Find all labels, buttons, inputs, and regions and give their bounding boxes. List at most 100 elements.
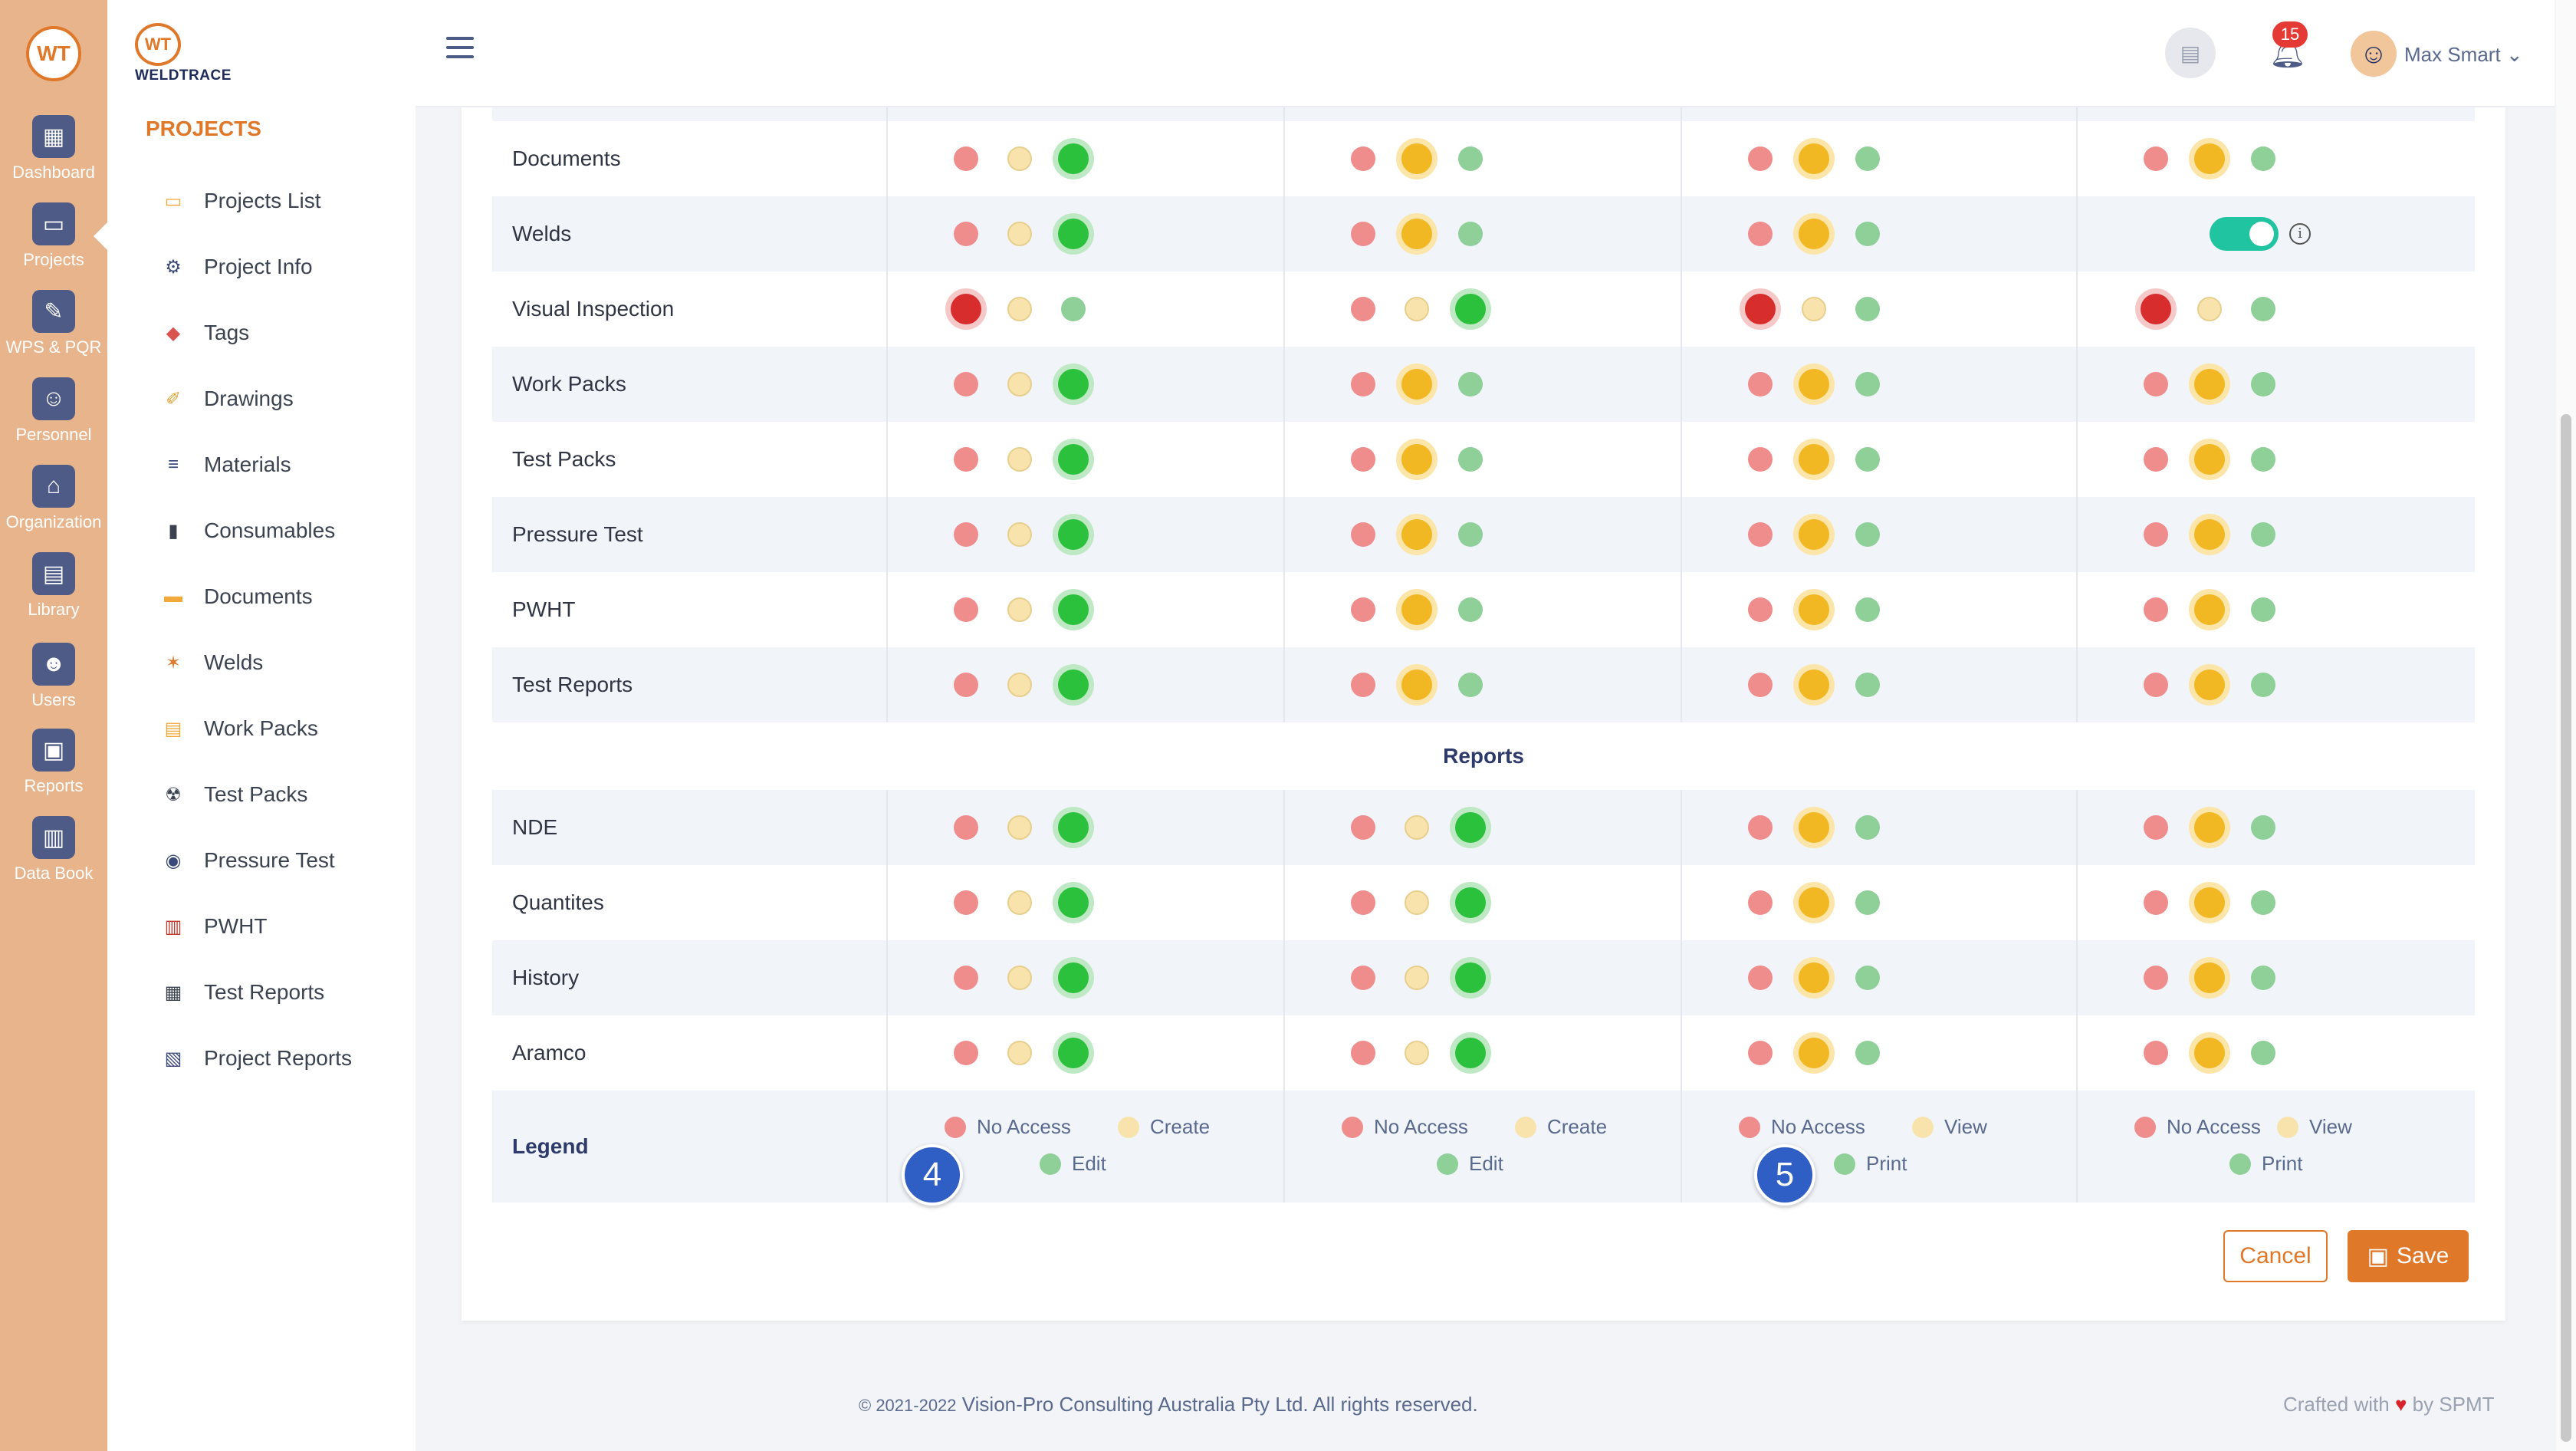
permission-option-no-access[interactable] <box>1336 282 1390 336</box>
permission-option-edit-print[interactable] <box>2236 282 2290 336</box>
save-button[interactable]: ▣ Save <box>2348 1230 2469 1282</box>
permission-option-edit-print[interactable] <box>1841 357 1894 411</box>
rail-item-reports[interactable]: ▣ Reports <box>0 729 107 796</box>
permission-option-no-access[interactable] <box>2129 508 2183 561</box>
permission-option-create-view[interactable] <box>1787 583 1841 637</box>
permission-option-no-access[interactable] <box>2129 357 2183 411</box>
permission-option-no-access[interactable] <box>939 282 993 336</box>
permission-option-create-view[interactable] <box>1390 132 1444 186</box>
permission-option-no-access[interactable] <box>1336 876 1390 929</box>
permission-option-no-access[interactable] <box>939 433 993 486</box>
permission-option-create-view[interactable] <box>2183 876 2236 929</box>
permission-option-edit-print[interactable] <box>1841 876 1894 929</box>
permission-option-no-access[interactable] <box>939 658 993 712</box>
sidebar-item-project-reports[interactable]: ▧ Project Reports <box>158 1043 352 1074</box>
permission-option-create-view[interactable] <box>1390 207 1444 261</box>
permission-option-create-view[interactable] <box>1390 282 1444 336</box>
permission-option-create-view[interactable] <box>1787 951 1841 1005</box>
permission-option-edit-print[interactable] <box>1841 658 1894 712</box>
permission-option-create-view[interactable] <box>1390 876 1444 929</box>
permission-option-create-view[interactable] <box>2183 658 2236 712</box>
permission-option-no-access[interactable] <box>2129 132 2183 186</box>
permission-option-edit-print[interactable] <box>1444 658 1497 712</box>
permission-option-edit-print[interactable] <box>1444 583 1497 637</box>
permission-option-create-view[interactable] <box>2183 357 2236 411</box>
rail-item-dashboard[interactable]: ▦ Dashboard <box>0 115 107 183</box>
page-scrollbar-thumb[interactable] <box>2561 414 2571 1442</box>
permission-option-edit-print[interactable] <box>2236 583 2290 637</box>
permission-option-edit-print[interactable] <box>2236 658 2290 712</box>
permission-option-edit-print[interactable] <box>1046 282 1100 336</box>
permission-option-edit-print[interactable] <box>1444 1026 1497 1080</box>
rail-item-projects[interactable]: ▭ Projects <box>0 202 107 270</box>
permission-option-edit-print[interactable] <box>1841 508 1894 561</box>
permission-option-create-view[interactable] <box>1390 658 1444 712</box>
permission-option-no-access[interactable] <box>939 508 993 561</box>
permission-option-no-access[interactable] <box>1733 583 1787 637</box>
rail-item-personnel[interactable]: ☺ Personnel <box>0 377 107 445</box>
permission-option-edit-print[interactable] <box>1046 433 1100 486</box>
permission-option-no-access[interactable] <box>1733 282 1787 336</box>
manual-book-icon[interactable]: ▤ <box>2165 28 2216 78</box>
permission-option-no-access[interactable] <box>2129 876 2183 929</box>
permission-option-create-view[interactable] <box>993 357 1046 411</box>
permission-option-create-view[interactable] <box>993 508 1046 561</box>
permission-option-edit-print[interactable] <box>2236 508 2290 561</box>
permission-option-no-access[interactable] <box>1336 583 1390 637</box>
permission-option-no-access[interactable] <box>1733 207 1787 261</box>
permission-option-edit-print[interactable] <box>2236 357 2290 411</box>
permission-option-no-access[interactable] <box>1733 951 1787 1005</box>
sidebar-item-documents[interactable]: ▬ Documents <box>158 581 313 612</box>
permission-option-no-access[interactable] <box>939 207 993 261</box>
permission-option-no-access[interactable] <box>1336 132 1390 186</box>
permission-option-create-view[interactable] <box>993 951 1046 1005</box>
permission-option-edit-print[interactable] <box>1046 508 1100 561</box>
permission-option-edit-print[interactable] <box>1046 658 1100 712</box>
permission-option-edit-print[interactable] <box>2236 876 2290 929</box>
permission-option-no-access[interactable] <box>1733 658 1787 712</box>
permission-option-edit-print[interactable] <box>1046 207 1100 261</box>
permission-option-edit-print[interactable] <box>1444 801 1497 854</box>
permission-option-no-access[interactable] <box>1733 433 1787 486</box>
permission-option-edit-print[interactable] <box>1841 1026 1894 1080</box>
permission-option-create-view[interactable] <box>1787 282 1841 336</box>
permission-option-create-view[interactable] <box>993 583 1046 637</box>
permission-option-create-view[interactable] <box>993 132 1046 186</box>
permission-option-no-access[interactable] <box>939 801 993 854</box>
user-avatar[interactable]: ☺ <box>2351 31 2397 77</box>
permission-option-edit-print[interactable] <box>1444 357 1497 411</box>
rail-item-library[interactable]: ▤ Library <box>0 552 107 620</box>
permission-option-no-access[interactable] <box>939 876 993 929</box>
sidebar-item-work-packs[interactable]: ▤ Work Packs <box>158 713 318 744</box>
permission-option-no-access[interactable] <box>1336 801 1390 854</box>
permission-option-no-access[interactable] <box>1336 433 1390 486</box>
rail-item-data-book[interactable]: ▥ Data Book <box>0 816 107 883</box>
permission-option-edit-print[interactable] <box>1841 282 1894 336</box>
permission-option-no-access[interactable] <box>2129 282 2183 336</box>
weldtrace-rail-logo[interactable]: WT <box>26 26 81 81</box>
permission-option-create-view[interactable] <box>1787 1026 1841 1080</box>
permission-option-create-view[interactable] <box>1787 207 1841 261</box>
permission-option-no-access[interactable] <box>2129 433 2183 486</box>
permission-option-create-view[interactable] <box>993 1026 1046 1080</box>
permission-option-no-access[interactable] <box>2129 951 2183 1005</box>
permission-option-create-view[interactable] <box>2183 1026 2236 1080</box>
permission-option-no-access[interactable] <box>939 357 993 411</box>
permission-option-edit-print[interactable] <box>1444 876 1497 929</box>
permission-option-no-access[interactable] <box>1733 876 1787 929</box>
permission-option-no-access[interactable] <box>939 583 993 637</box>
permission-option-edit-print[interactable] <box>1841 583 1894 637</box>
sidebar-item-drawings[interactable]: ✐ Drawings <box>158 383 294 414</box>
permission-option-edit-print[interactable] <box>1046 583 1100 637</box>
permission-option-create-view[interactable] <box>2183 801 2236 854</box>
permission-option-create-view[interactable] <box>1390 1026 1444 1080</box>
permission-option-create-view[interactable] <box>993 207 1046 261</box>
rail-item-users[interactable]: ☻ Users <box>0 643 107 710</box>
permission-option-edit-print[interactable] <box>1444 951 1497 1005</box>
permission-option-edit-print[interactable] <box>1046 876 1100 929</box>
permission-option-no-access[interactable] <box>939 132 993 186</box>
permission-toggle[interactable] <box>2210 217 2279 251</box>
permission-option-create-view[interactable] <box>2183 132 2236 186</box>
permission-option-create-view[interactable] <box>2183 508 2236 561</box>
permission-option-create-view[interactable] <box>2183 583 2236 637</box>
